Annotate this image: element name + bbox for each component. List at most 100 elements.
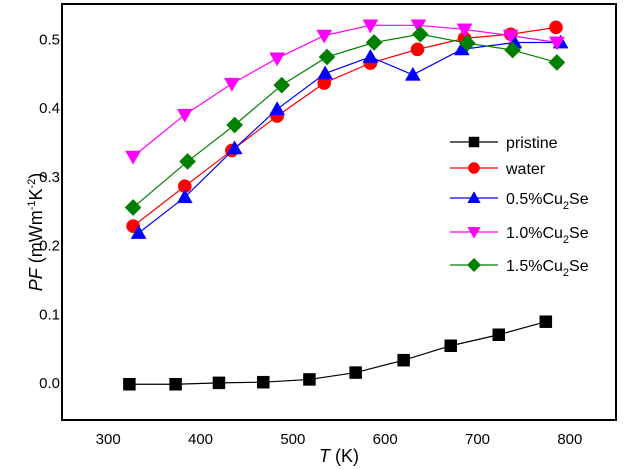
legend-marker (468, 162, 480, 174)
series-water (126, 20, 563, 233)
data-point (397, 353, 410, 367)
data-point (273, 76, 291, 94)
data-point (226, 116, 244, 134)
data-point (169, 377, 182, 391)
data-point (124, 199, 142, 216)
y-axis-title: PF (mWm-1K-2) (26, 173, 46, 292)
data-point (411, 25, 429, 43)
data-point (548, 53, 566, 71)
data-point (179, 153, 197, 170)
y-axis-title-sup2: -2 (26, 179, 38, 189)
data-point (316, 29, 333, 44)
legend-entry: pristine (450, 135, 558, 152)
data-point (404, 66, 421, 81)
data-point (130, 224, 147, 239)
y-tick-label: 0.2 (39, 238, 60, 255)
series-1-5-cu2se (124, 25, 566, 216)
legend-label-main: 1.5%Cu (506, 258, 563, 275)
legend-label-main: 1.0%Cu (506, 225, 563, 242)
x-axis-title: T (K) (319, 446, 359, 466)
legend-entry: 0.5%Cu2Se (450, 191, 589, 212)
legend-label-main: 0.5%Cu (506, 191, 563, 208)
x-axis-title-unit: (K) (330, 446, 359, 466)
x-tick-label: 800 (557, 431, 582, 448)
series-line (129, 321, 546, 385)
data-point (318, 48, 336, 66)
legend-marker (467, 191, 481, 203)
legend-label: pristine (506, 135, 558, 152)
y-axis-title-sup1: -1 (26, 201, 38, 211)
x-axis-title-symbol: T (319, 446, 332, 466)
legend-label-subscript: 2 (563, 234, 569, 246)
x-tick-label: 300 (96, 431, 121, 448)
series-line (132, 24, 557, 158)
y-axis-title-unit-mid: K (26, 188, 46, 200)
data-point (176, 189, 193, 204)
y-axis-title-unit-end: ) (26, 173, 46, 179)
x-axis-tick-labels: 300 400 500 600 700 800 (96, 431, 583, 448)
y-axis-title-unit-start: (mWm (26, 210, 46, 268)
data-point (456, 23, 473, 38)
series-line (132, 33, 558, 208)
y-axis-title-symbol: PF (26, 267, 46, 291)
data-point (458, 34, 476, 52)
y-tick-label: 0.4 (39, 100, 60, 117)
data-point (125, 150, 142, 165)
x-tick-label: 500 (280, 431, 305, 448)
y-tick-label: 0.5 (39, 31, 60, 48)
data-point (123, 377, 136, 391)
legend-entry: 1.0%Cu2Se (450, 225, 589, 246)
data-point (269, 52, 286, 67)
data-point (410, 42, 425, 57)
series-pristine (123, 315, 553, 391)
legend-label-tail: Se (569, 225, 589, 242)
legend-entry: 1.5%Cu2Se (450, 257, 589, 279)
legend-label-main: water (505, 161, 546, 178)
data-point (365, 34, 383, 51)
legend-label-tail: Se (569, 191, 589, 208)
data-point (223, 77, 240, 92)
x-tick-label: 400 (188, 431, 213, 448)
data-point (362, 48, 379, 63)
legend-label: 1.0%Cu2Se (506, 225, 589, 246)
legend-label-subscript: 2 (563, 200, 569, 212)
x-tick-label: 700 (465, 431, 490, 448)
legend-marker (467, 227, 481, 239)
series-line (132, 26, 557, 227)
plot-frame (61, 3, 617, 421)
data-point (362, 19, 379, 34)
series-layer (123, 19, 569, 391)
legend-label: water (505, 161, 546, 178)
legend-marker (466, 257, 482, 273)
series-0-5-cu2se (130, 34, 569, 239)
x-tick-label: 600 (373, 431, 398, 448)
data-point (269, 101, 286, 116)
data-point (492, 328, 505, 341)
legend-entry: water (450, 161, 546, 178)
legend-label: 0.5%Cu2Se (506, 191, 589, 212)
data-point (549, 20, 563, 35)
y-tick-label: 0.1 (39, 306, 60, 323)
y-tick-label: 0.3 (39, 169, 60, 186)
data-point (317, 65, 334, 80)
legend-label-tail: Se (569, 258, 589, 275)
data-point (257, 375, 270, 389)
data-point (410, 19, 427, 34)
legend-label-subscript: 2 (563, 267, 569, 279)
data-point (504, 41, 522, 59)
legend-label-main: pristine (506, 135, 558, 152)
data-point (303, 373, 316, 386)
data-point (539, 315, 553, 328)
legend-marker (468, 136, 480, 148)
data-point (212, 376, 226, 390)
legend-label: 1.5%Cu2Se (506, 258, 589, 279)
y-axis-tick-labels: 0.0 0.1 0.2 0.3 0.4 0.5 (39, 31, 60, 392)
data-point (444, 339, 457, 352)
series-1-0-cu2se (125, 19, 565, 165)
data-point (176, 108, 193, 123)
data-point (349, 366, 362, 379)
data-point (502, 29, 519, 44)
data-point (226, 140, 243, 155)
